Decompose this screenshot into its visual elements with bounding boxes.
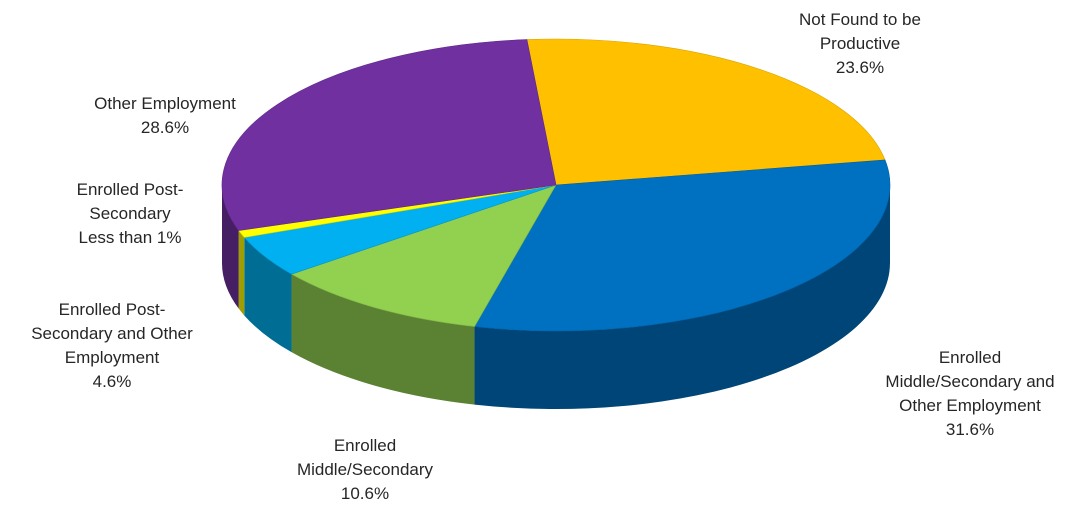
pie-slice-mid_sec — [290, 184, 557, 327]
pie-side-other_emp — [222, 185, 239, 309]
label-post-secondary-other: Enrolled Post- Secondary and Other Emplo… — [31, 300, 193, 391]
label-post-secondary: Enrolled Post- Secondary Less than 1% — [76, 180, 184, 247]
pie-slice-mid_sec_other — [474, 159, 891, 332]
pie-side-mid_sec — [291, 274, 475, 405]
label-other-employment: Other Employment 28.6% — [94, 94, 236, 137]
pie-top-faces — [221, 38, 891, 332]
label-not-found: Not Found to be Productive 23.6% — [799, 10, 921, 77]
pie-side-mid_sec_other — [474, 185, 890, 410]
label-middle-secondary-other: Enrolled Middle/Secondary and Other Empl… — [885, 348, 1055, 439]
label-middle-secondary: Enrolled Middle/Secondary 10.6% — [296, 436, 434, 503]
pie-slice-not_found — [526, 38, 886, 186]
pie-side-walls — [222, 185, 890, 410]
pie-side-post_sec_other — [244, 237, 292, 353]
pie-slice-other_emp — [221, 39, 557, 231]
pie-side-post_sec — [238, 230, 245, 316]
